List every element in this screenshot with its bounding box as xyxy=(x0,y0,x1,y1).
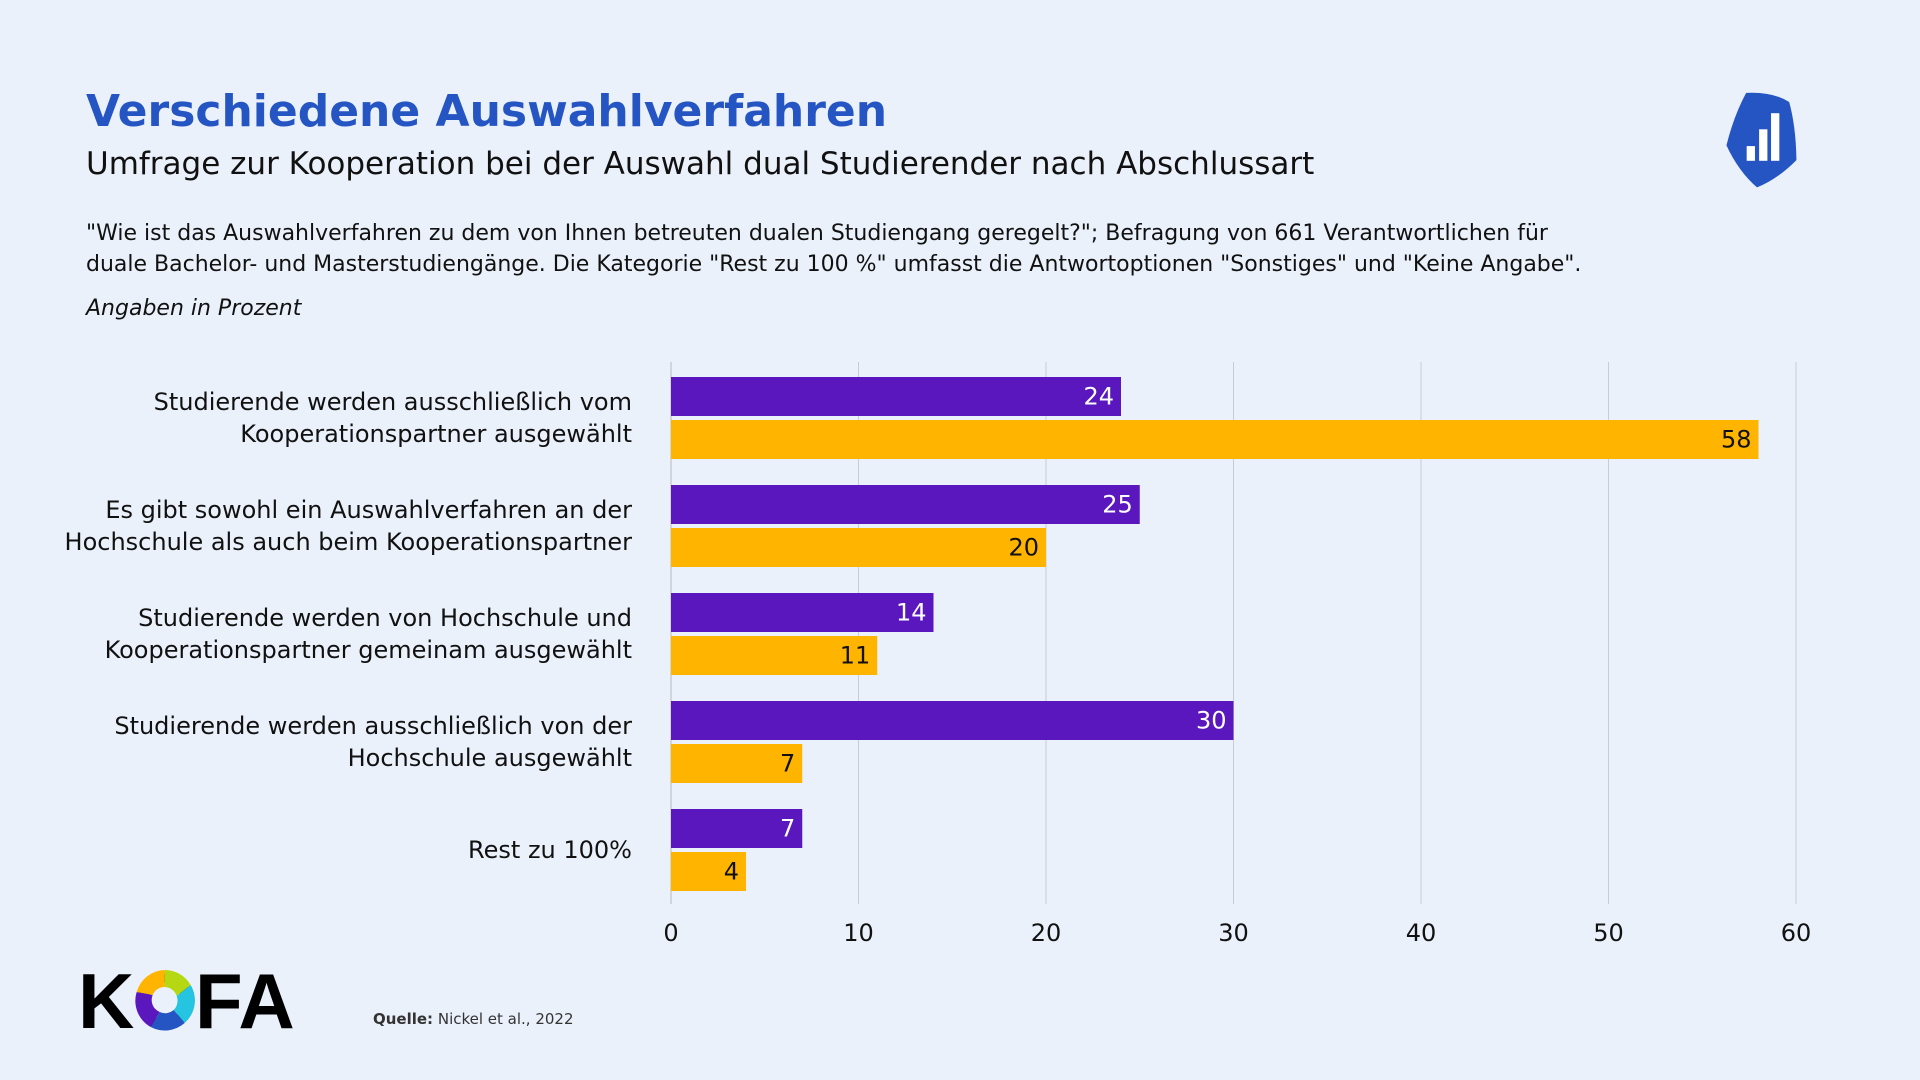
source-text: Nickel et al., 2022 xyxy=(437,1010,574,1028)
data-label: 7 xyxy=(780,815,795,843)
page-subtitle: Umfrage zur Kooperation bei der Auswahl … xyxy=(86,146,1315,182)
bar xyxy=(671,485,1140,524)
x-tick-label: 20 xyxy=(1031,919,1062,947)
x-tick-label: 0 xyxy=(663,919,678,947)
bar xyxy=(671,852,746,891)
category-label: Studierende werden ausschließlich vom xyxy=(154,388,632,416)
category-label: Studierende werden von Hochschule und xyxy=(138,604,632,632)
page-title: Verschiedene Auswahlverfahren xyxy=(86,86,888,137)
category-label: Kooperationspartner ausgewählt xyxy=(240,420,632,448)
x-tick-label: 10 xyxy=(843,919,874,947)
bar-chart-badge-icon xyxy=(1726,92,1797,188)
category-label: Es gibt sowohl ein Auswahlverfahren an d… xyxy=(105,496,632,524)
bar xyxy=(671,636,878,675)
bar xyxy=(671,809,803,848)
kofa-logo: KOFA xyxy=(78,962,295,1038)
bar-chart: 0 10 20 30 40 50 60 24 58 Studierende werden auss… xyxy=(65,362,1812,947)
data-label: 20 xyxy=(1008,534,1039,562)
category-label: Rest zu 100% xyxy=(468,836,632,864)
source-note: Quelle: Nickel et al., 2022 xyxy=(373,1010,574,1028)
bar xyxy=(671,744,803,783)
description: "Wie ist das Auswahlverfahren zu dem von… xyxy=(86,218,1646,280)
bar xyxy=(671,420,1759,459)
unit-note: Angaben in Prozent xyxy=(86,296,302,321)
category-label: Hochschule als auch beim Kooperationspar… xyxy=(65,528,633,556)
category-label: Studierende werden ausschließlich von de… xyxy=(114,712,632,740)
data-label: 30 xyxy=(1196,707,1227,735)
data-label: 58 xyxy=(1721,426,1752,454)
bar xyxy=(671,528,1046,567)
data-label: 7 xyxy=(780,750,795,778)
data-label: 25 xyxy=(1102,491,1133,519)
source-label: Quelle: xyxy=(373,1010,434,1028)
bar xyxy=(671,593,934,632)
x-tick-label: 50 xyxy=(1593,919,1624,947)
data-label: 11 xyxy=(840,642,871,670)
bar xyxy=(671,701,1234,740)
x-tick-label: 60 xyxy=(1781,919,1812,947)
aperture-icon xyxy=(135,970,195,1031)
x-tick-label: 30 xyxy=(1218,919,1249,947)
data-label: 4 xyxy=(724,858,739,886)
description-line-1: "Wie ist das Auswahlverfahren zu dem von… xyxy=(86,221,1548,246)
data-label: 14 xyxy=(896,599,927,627)
description-line-2: duale Bachelor- und Masterstudiengänge. … xyxy=(86,252,1582,277)
data-label: 24 xyxy=(1083,383,1114,411)
category-label: Hochschule ausgewählt xyxy=(348,744,632,772)
bar xyxy=(671,377,1121,416)
x-tick-label: 40 xyxy=(1406,919,1437,947)
category-label: Kooperationspartner gemeinam ausgewählt xyxy=(105,636,632,664)
